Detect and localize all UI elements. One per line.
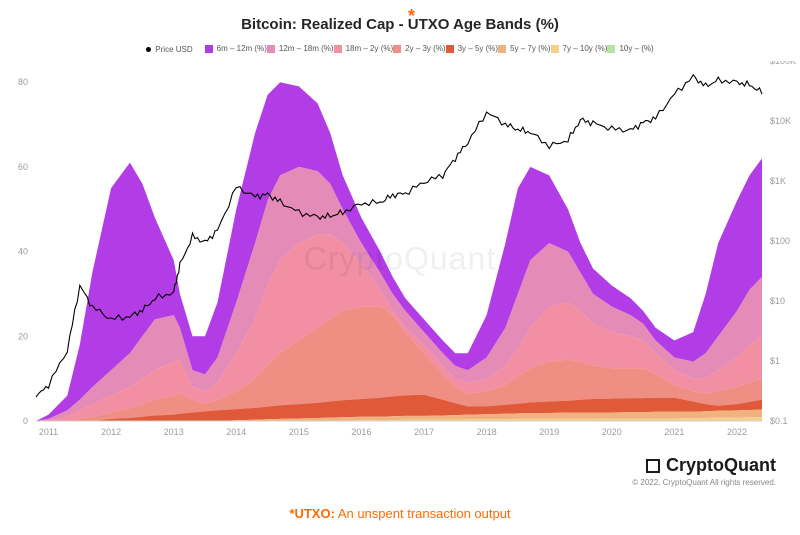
legend-band: 6m – 12m (%)	[205, 44, 267, 53]
legend-band: 2y – 3y (%)	[393, 44, 445, 53]
brand: CryptoQuant	[632, 455, 776, 476]
chart-svg: 0 20 40 60 80 $0.1 $1 $10 $100 $1K $10K $100K 2011 20…	[0, 61, 800, 461]
legend-band-label: 6m – 12m (%)	[217, 44, 267, 53]
legend-band-label: 18m – 2y (%)	[346, 44, 394, 53]
legend-swatch-icon	[498, 45, 506, 53]
chart-title: Bitcoin: Realized Cap - UTXO Age Bands (…	[241, 16, 559, 33]
legend-band-label: 2y – 3y (%)	[405, 44, 445, 53]
svg-text:$10K: $10K	[770, 116, 791, 126]
legend-band: 18m – 2y (%)	[334, 44, 394, 53]
legend-band-label: 3y – 5y (%)	[458, 44, 498, 53]
svg-text:2019: 2019	[539, 427, 559, 437]
legend-band: 10y – (%)	[607, 44, 653, 53]
svg-text:2017: 2017	[414, 427, 434, 437]
svg-text:$10: $10	[770, 296, 785, 306]
legend-band: 7y – 10y (%)	[551, 44, 608, 53]
svg-text:2020: 2020	[602, 427, 622, 437]
chart-title-area: Bitcoin: Realized Cap - UTXO Age Bands (…	[0, 0, 800, 34]
svg-text:20: 20	[18, 331, 28, 341]
legend-price: Price USD	[146, 45, 192, 54]
legend-band: 3y – 5y (%)	[446, 44, 498, 53]
legend-band-label: 12m – 18m (%)	[279, 44, 334, 53]
svg-text:2015: 2015	[289, 427, 309, 437]
price-dot-icon	[146, 47, 151, 52]
svg-text:40: 40	[18, 246, 28, 256]
svg-text:2022: 2022	[727, 427, 747, 437]
legend-price-label: Price USD	[155, 45, 192, 54]
legend-band-label: 5y – 7y (%)	[510, 44, 550, 53]
brand-logo-icon	[646, 459, 660, 473]
svg-text:0: 0	[23, 416, 28, 426]
svg-text:$100K: $100K	[770, 61, 796, 66]
legend-swatch-icon	[334, 45, 342, 53]
svg-text:80: 80	[18, 77, 28, 87]
legend-swatch-icon	[267, 45, 275, 53]
svg-text:$0.1: $0.1	[770, 416, 788, 426]
svg-text:2018: 2018	[477, 427, 497, 437]
svg-text:2012: 2012	[101, 427, 121, 437]
legend-swatch-icon	[607, 45, 615, 53]
svg-text:2013: 2013	[164, 427, 184, 437]
copyright: © 2022. CryptoQuant All rights reserved.	[632, 478, 776, 487]
legend-band-label: 10y – (%)	[619, 44, 653, 53]
legend-swatch-icon	[551, 45, 559, 53]
legend-swatch-icon	[446, 45, 454, 53]
brand-name: CryptoQuant	[666, 455, 776, 476]
chart-legend: Price USD 6m – 12m (%) 12m – 18m (%) 18m –…	[0, 34, 800, 61]
svg-text:2011: 2011	[39, 427, 58, 437]
legend-band: 12m – 18m (%)	[267, 44, 334, 53]
legend-band: 5y – 7y (%)	[498, 44, 550, 53]
footnote-value: An unspent transaction output	[335, 506, 511, 521]
svg-text:$100: $100	[770, 236, 790, 246]
legend-swatch-icon	[393, 45, 401, 53]
svg-text:$1K: $1K	[770, 176, 786, 186]
asterisk-marker: *	[408, 6, 415, 27]
legend-band-label: 7y – 10y (%)	[563, 44, 608, 53]
svg-text:60: 60	[18, 161, 28, 171]
svg-text:$1: $1	[770, 356, 780, 366]
footnote: *UTXO: An unspent transaction output	[0, 506, 800, 521]
chart-area: 0 20 40 60 80 $0.1 $1 $10 $100 $1K $10K $100K 2011 20…	[0, 61, 800, 461]
svg-text:2016: 2016	[351, 427, 371, 437]
svg-text:2014: 2014	[226, 427, 246, 437]
footer: CryptoQuant © 2022. CryptoQuant All righ…	[632, 455, 776, 487]
legend-swatch-icon	[205, 45, 213, 53]
footnote-key: *UTXO:	[289, 506, 335, 521]
svg-text:2021: 2021	[664, 427, 684, 437]
